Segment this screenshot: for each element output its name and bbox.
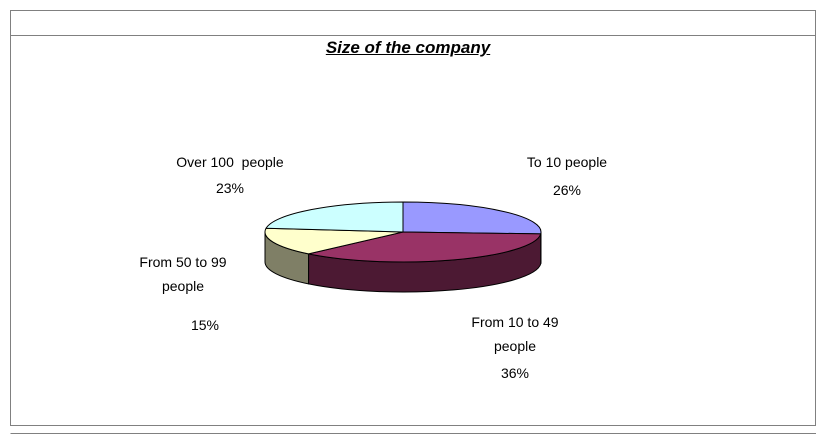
pie-tops [264,201,542,263]
slice-label: Over 100 people [176,154,284,170]
slice-label: To 10 people [526,154,608,170]
slice-label: From 10 to 49 people [471,314,563,354]
pie-slice [264,227,404,255]
slice-value-label: 36% [500,365,530,381]
slice-label: From 50 to 99 people [139,254,231,294]
chart-title: Size of the company [325,38,491,57]
slice-value-label: 26% [552,182,582,198]
pie-slice [308,231,542,263]
slice-value-label: 15% [190,317,220,333]
pie-slice [402,201,542,235]
slice-value-label: 23% [215,180,245,196]
pie-slice [265,201,404,233]
